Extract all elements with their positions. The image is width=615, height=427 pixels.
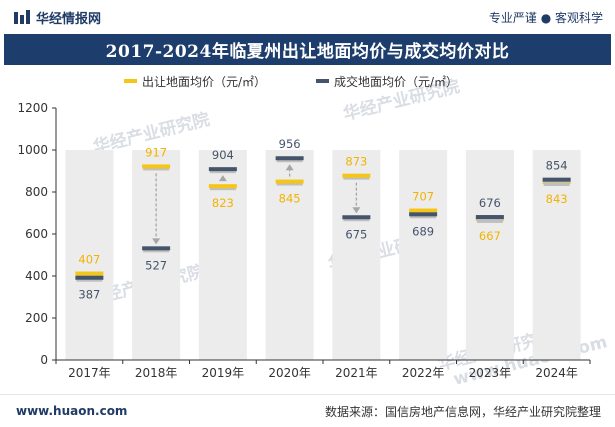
label-series2-3: 956 [279, 137, 301, 151]
label-series2-5: 689 [412, 224, 434, 238]
footer: www.huaon.com 数据来源：国信房地产信息网，华经产业研究院整理 [0, 394, 615, 427]
slogan: 专业严谨 ● 客观科学 [488, 10, 603, 25]
brand: 华经情报网 [14, 8, 101, 27]
label-series1-1: 917 [145, 145, 167, 159]
marker-series2-6 [475, 215, 504, 220]
label-series1-5: 707 [412, 190, 434, 204]
connector-arrows [152, 164, 361, 245]
marker-series1-4 [342, 173, 371, 178]
label-series1-2: 823 [212, 196, 234, 210]
x-tick-label-5: 2022年 [402, 366, 445, 380]
label-series1-4: 873 [345, 155, 367, 169]
markers [75, 156, 571, 282]
x-tick-label-6: 2023年 [469, 366, 512, 380]
arrow-head-1 [152, 238, 161, 245]
arrow-head-2 [218, 175, 227, 182]
footer-source: 数据来源：国信房地产信息网，华经产业研究院整理 [324, 404, 601, 419]
legend-swatch-series2 [316, 79, 329, 83]
x-tick-label-1: 2018年 [135, 366, 178, 380]
y-tick-label-2: 400 [25, 269, 48, 283]
label-series2-2: 904 [212, 148, 234, 162]
marker-series2-2 [208, 167, 237, 172]
marker-series2-1 [142, 246, 171, 251]
marker-series2-5 [409, 212, 438, 217]
label-series2-1: 527 [145, 258, 167, 272]
label-series2-4: 675 [345, 227, 367, 241]
label-series2-6: 676 [479, 196, 501, 210]
axes: 0 200 400 600 800 1000 1200 2017年 2018年 2019年 2020… [17, 101, 591, 380]
label-series2-7: 854 [546, 159, 568, 173]
marker-series2-4 [342, 215, 371, 220]
arrow-head-3 [285, 164, 294, 171]
data-labels: 407 917 823 845 873 707 667 843 387 527 904 956 675 6… [78, 137, 567, 301]
y-tick-label-0: 0 [40, 353, 48, 367]
x-tick-label-4: 2021年 [335, 366, 378, 380]
label-series1-7: 843 [546, 192, 568, 206]
legend-label-series1: 出让地面均价（元/㎡） [142, 75, 266, 89]
column-2 [198, 150, 247, 360]
top-bar: 华经情报网 专业严谨 ● 客观科学 [0, 0, 615, 34]
marker-series2-7 [542, 177, 571, 182]
x-tick-label-0: 2017年 [68, 366, 111, 380]
label-series2-0: 387 [78, 288, 100, 302]
chart-title: 2017-2024年临夏州出让地面均价与成交均价对比 [4, 34, 611, 65]
marker-series1-3 [275, 179, 304, 184]
column-0 [65, 150, 114, 360]
label-series1-3: 845 [279, 192, 301, 206]
y-tick-label-1: 200 [25, 311, 48, 325]
footer-url: www.huaon.com [16, 404, 128, 418]
arrow-head-4 [352, 207, 361, 214]
column-4 [332, 150, 381, 360]
y-tick-label-4: 800 [25, 185, 48, 199]
marker-series1-5 [409, 208, 438, 213]
label-series1-0: 407 [78, 253, 100, 267]
chart: 华经产业研究院华经产业研究院华经产业研究院华经产业研究院华经产业研究院www.h… [17, 74, 609, 390]
column-1 [132, 150, 181, 360]
legend-label-series2: 成交地面均价（元/㎡） [334, 74, 458, 89]
background-columns [65, 150, 581, 360]
marker-series1-0 [75, 271, 104, 276]
legend-swatch-series1 [124, 79, 137, 83]
y-tick-label-6: 1200 [17, 101, 48, 115]
legend: 出让地面均价（元/㎡） 成交地面均价（元/㎡） [124, 74, 458, 89]
marker-series2-3 [275, 156, 304, 161]
marker-series2-0 [75, 275, 104, 280]
marker-series1-2 [208, 184, 237, 189]
x-tick-label-3: 2020年 [268, 366, 311, 380]
column-5 [399, 150, 448, 360]
y-tick-label-3: 600 [25, 227, 48, 241]
x-tick-label-7: 2024年 [535, 366, 578, 380]
bar-logo-icon [14, 10, 30, 24]
x-tick-label-2: 2019年 [202, 366, 245, 380]
y-tick-label-5: 1000 [17, 143, 48, 157]
label-series1-6: 667 [479, 229, 501, 243]
marker-series1-1 [142, 164, 171, 169]
brand-name: 华经情报网 [36, 11, 102, 27]
column-6 [465, 150, 514, 360]
